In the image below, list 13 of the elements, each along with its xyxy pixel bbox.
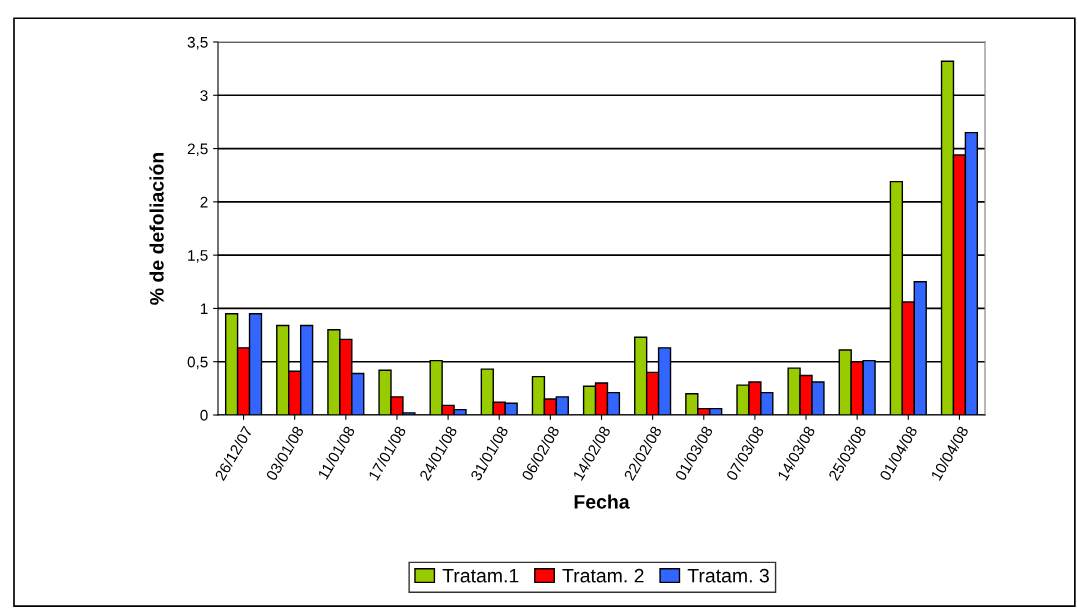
x-axis-title: Fecha	[574, 494, 630, 509]
y-tick-label: 2	[200, 196, 208, 208]
y-tick-label: 3,5	[187, 36, 208, 50]
y-tick-label: 1	[200, 303, 208, 314]
legend-label: Tratam.1	[442, 568, 519, 583]
y-tick-label: 3	[200, 90, 208, 101]
y-axis-title: % de defoliación	[149, 152, 164, 305]
y-tick-label: 0	[200, 409, 208, 421]
y-tick-label: 1,5	[188, 250, 208, 263]
y-tick-label: 0,5	[187, 356, 208, 370]
y-tick-label: 2,5	[187, 143, 208, 157]
legend-label: Tratam. 3	[687, 568, 769, 583]
legend-label: Tratam. 2	[562, 568, 644, 583]
